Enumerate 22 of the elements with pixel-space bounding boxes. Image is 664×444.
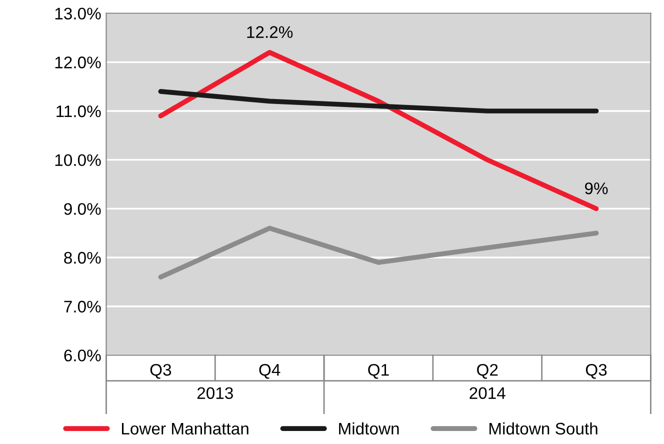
y-tick-label: 9.0% [64, 203, 101, 215]
y-tick-label: 8.0% [64, 252, 101, 264]
text: 2014 [470, 387, 506, 399]
text: 2013 [197, 387, 233, 399]
legend-label: Midtown South [489, 422, 598, 435]
y-tick-label: 10.0% [55, 154, 101, 166]
y-tick-label: 13.0% [55, 8, 101, 20]
y-tick-label: 6.0% [64, 350, 101, 362]
line-series [158, 89, 599, 114]
legend-label: Lower Manhattan [122, 422, 248, 435]
y-tick-label: 11.0% [56, 105, 101, 118]
x-tick-label: Q3 [586, 364, 607, 379]
data-label: 9% [585, 182, 608, 194]
y-tick-label: 12.0% [55, 56, 101, 68]
data-label: 12.2% [247, 26, 293, 38]
line-series [158, 226, 599, 280]
legend-label: Midtown [339, 422, 399, 435]
x-tick-label: Q3 [150, 364, 172, 379]
x-tick-label: Q1 [368, 364, 389, 379]
y-tick-label: 7.0% [64, 300, 101, 313]
x-tick-label: Q2 [477, 364, 498, 379]
x-tick-label: Q4 [259, 364, 280, 379]
